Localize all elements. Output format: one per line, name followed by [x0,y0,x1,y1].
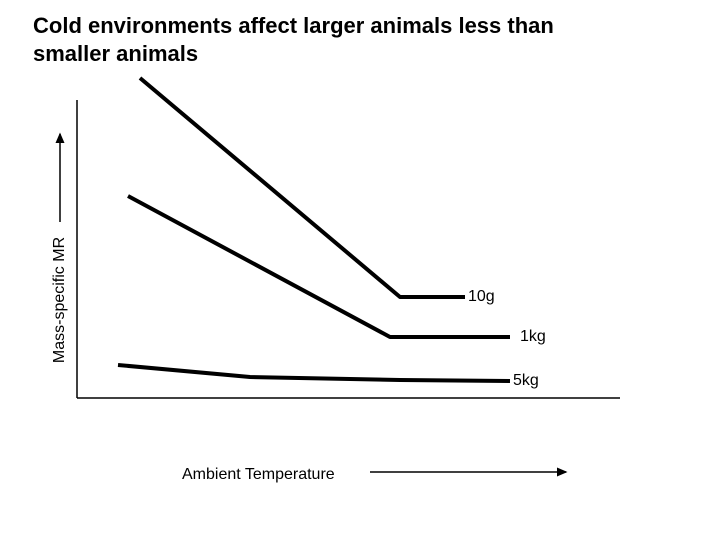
title-line: smaller animals [33,41,198,66]
curve-10g [138,76,465,299]
curve-label: 10g [468,288,495,305]
curve-label: 1kg [520,328,546,345]
x-axis-label: Ambient Temperature [182,466,335,483]
title-line: Cold environments affect larger animals … [33,13,554,38]
y-axis-label: Mass-specific MR [51,237,68,363]
curve-5kg [117,363,511,383]
curve-label: 5kg [513,372,539,389]
curve-1kg [127,194,510,339]
